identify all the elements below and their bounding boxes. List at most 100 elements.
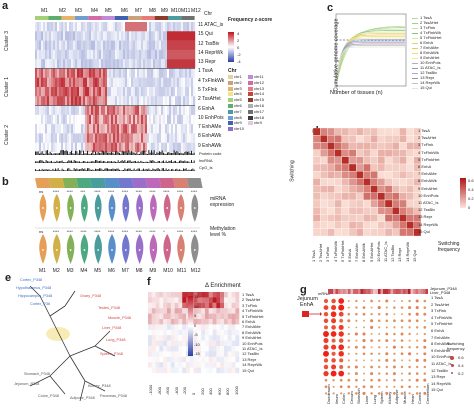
heat-a-cell: [111, 114, 114, 125]
heat-a-cell: [183, 124, 186, 134]
heat-a-cell: [99, 87, 102, 97]
heat-a-cell: [71, 124, 74, 134]
heat-a-cell: [163, 22, 166, 32]
heat-a-cell: [133, 68, 136, 78]
heat-a-cell: [131, 105, 134, 116]
enrich-cell: [155, 356, 160, 363]
state-label-a-5: 1 TssA: [198, 68, 213, 75]
g-dot: [370, 339, 373, 342]
switch-cell: [312, 199, 321, 208]
switch-cell: [348, 178, 357, 186]
heat-a-cell: [165, 96, 168, 106]
track-bar: [151, 170, 152, 171]
heat-a-cell: [71, 68, 74, 78]
heat-a-cell: [35, 105, 38, 116]
heat-a-cell: [127, 31, 130, 41]
heat-a-cell: [47, 40, 50, 51]
switch-col-label-14: 15 Qui: [411, 250, 417, 262]
enrich-cell: [197, 313, 202, 320]
track-bar: [55, 153, 56, 155]
switch-cell: [392, 127, 400, 136]
heat-a-cell: [137, 31, 140, 41]
switch-cell: [327, 156, 335, 165]
heat-a-cell: [151, 96, 154, 106]
heat-a-cell: [153, 96, 156, 106]
track-bar: [145, 153, 147, 155]
track-bar: [41, 151, 43, 155]
g-dot: [415, 299, 419, 303]
heat-a-cell: [59, 77, 62, 88]
heat-a-cell: [109, 87, 112, 97]
heat-a-cell: [175, 87, 178, 97]
enrich-cell: [151, 319, 156, 325]
heat-a-cell: [107, 22, 110, 32]
g-dot: [408, 346, 411, 349]
track-bar: [108, 169, 110, 171]
enrich-cell: [205, 319, 209, 325]
enrich-cell: [167, 292, 171, 298]
switch-row-label-3: 4 TxFlnkWk: [418, 149, 440, 155]
meth-sig-4: ****: [94, 229, 101, 234]
heat-a-cell: [149, 142, 152, 153]
heat-a-cell: [137, 96, 140, 106]
track-bar: [60, 150, 62, 155]
g-mrna-cell: [398, 289, 401, 294]
enrich-cell: [151, 329, 156, 336]
track-bar: [191, 169, 192, 171]
enrich-cell: [148, 308, 152, 314]
heat-a-cell: [103, 31, 106, 41]
heat-a-cell: [57, 68, 60, 78]
switch-cell: [392, 149, 400, 157]
enrich-cell: [174, 367, 179, 374]
track-bar: [119, 152, 120, 155]
heat-a-cell: [87, 77, 90, 88]
switch-cell: [363, 199, 371, 208]
enrich-cell: [178, 297, 183, 303]
heat-a-cell: [97, 105, 100, 116]
heat-a-cell: [163, 40, 166, 51]
heat-a-cell: [177, 59, 180, 69]
enrich-cell: [182, 335, 187, 341]
heat-a-cell: [129, 40, 132, 51]
g-dot: [355, 378, 358, 382]
switch-cell: [363, 142, 371, 150]
track-bar: [105, 168, 107, 171]
track-bar: [179, 169, 180, 171]
tree-edge-9: [69, 355, 86, 382]
chr-swatch-10: [248, 75, 253, 79]
mirna-sig-5: ****: [108, 189, 115, 194]
heat-a-cell: [141, 105, 144, 116]
heat-a-cell: [193, 87, 196, 97]
heat-a-cell: [175, 124, 178, 134]
switch-cell: [327, 163, 335, 172]
heat-a-cell: [129, 124, 132, 134]
enrich-cell: [220, 292, 225, 298]
heat-a-cell: [85, 77, 88, 88]
freq-tick-2: 0: [237, 45, 240, 50]
heat-a-cell: [153, 59, 156, 69]
heat-a-cell: [121, 142, 124, 153]
enrich-cell: [163, 297, 168, 303]
g-dot: [408, 332, 411, 336]
enrich-cell: [159, 362, 164, 368]
heat-a-cell: [47, 22, 50, 32]
enrich-cell: [170, 297, 175, 303]
heat-a-cell: [79, 40, 82, 51]
heat-a-cell: [193, 124, 196, 134]
g-dot: [347, 300, 350, 302]
heat-a-cell: [83, 22, 86, 32]
g-dot: [355, 385, 358, 389]
track-bar: [123, 169, 124, 171]
tree-edge-6: [49, 355, 71, 377]
heat-a-cell: [75, 22, 78, 32]
heat-a-cell: [161, 31, 164, 41]
heat-a-cell: [59, 96, 62, 106]
enrich-cell: [178, 346, 183, 352]
g-dot: [330, 370, 337, 377]
heat-a-cell: [149, 49, 152, 60]
coverage-legend-line-8: [412, 58, 418, 59]
g-state-label-6: 7 EnhAMe: [431, 334, 450, 340]
enrich-cell: [178, 319, 183, 325]
track-bar: [104, 152, 106, 155]
heat-a-cell: [129, 68, 132, 78]
